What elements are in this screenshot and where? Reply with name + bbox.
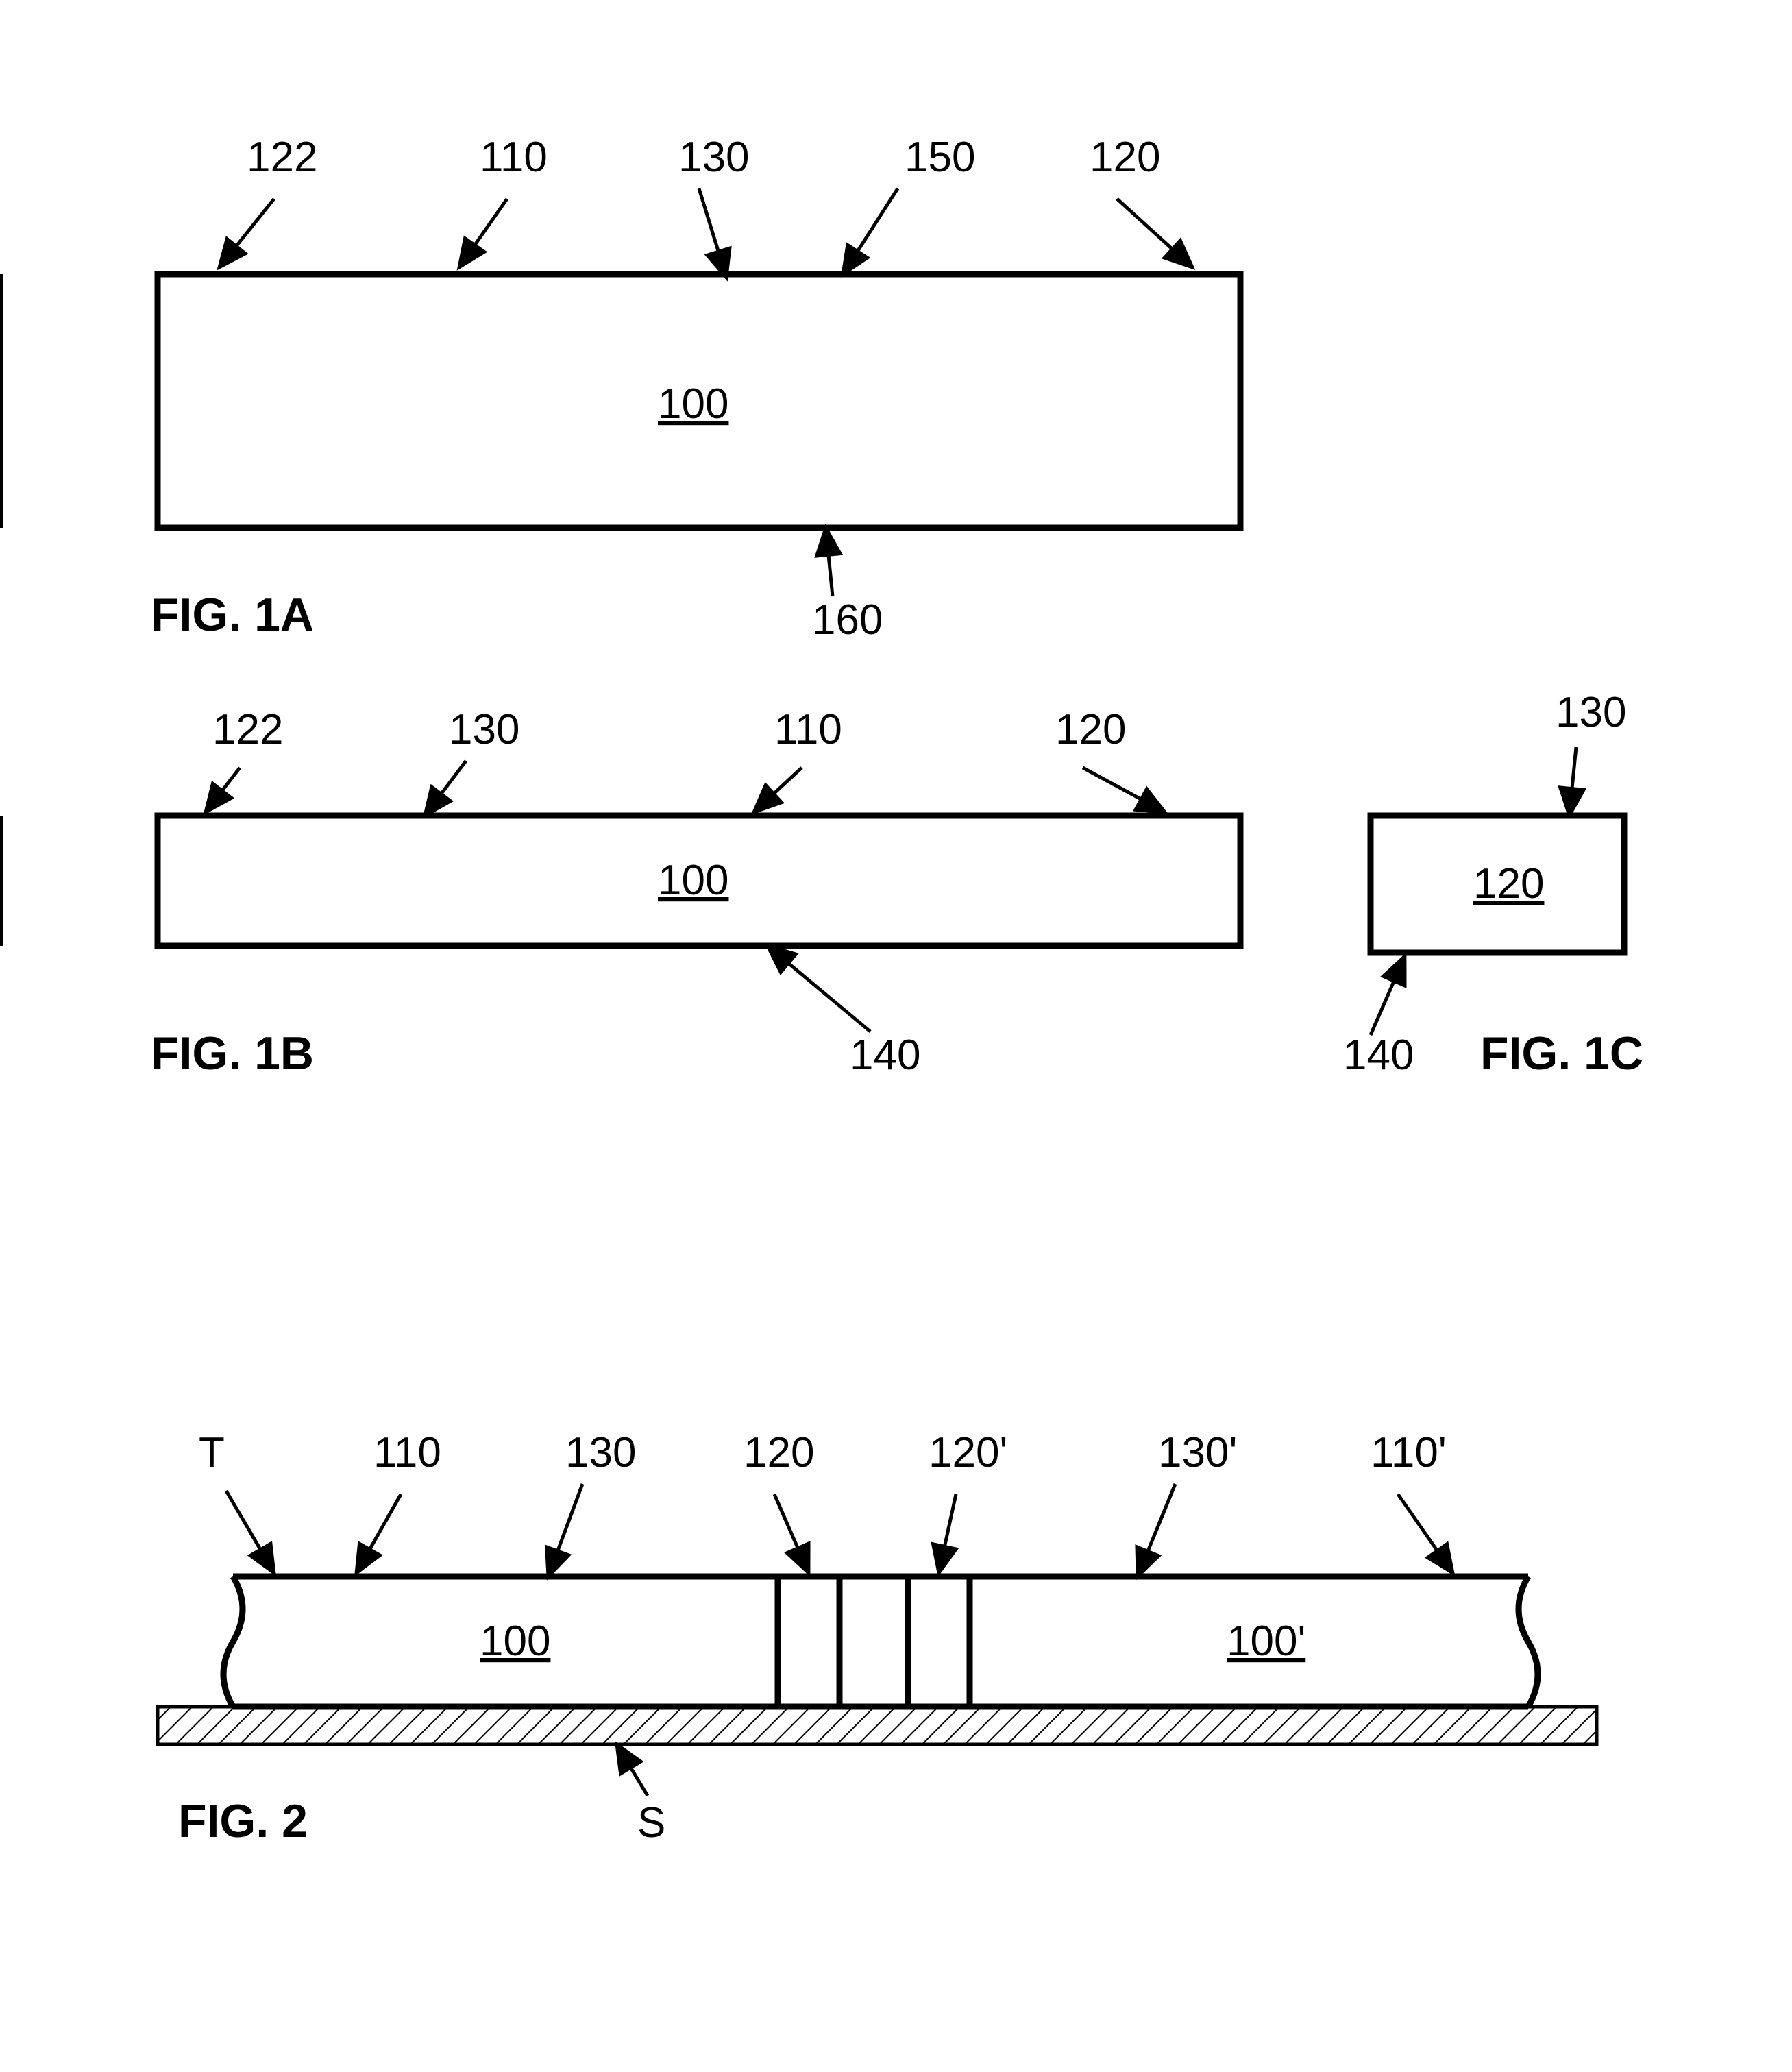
svg-text:110': 110' (1371, 1429, 1447, 1476)
svg-text:120: 120 (744, 1429, 814, 1476)
svg-text:FIG. 2: FIG. 2 (178, 1795, 308, 1847)
svg-text:100: 100 (658, 857, 728, 904)
svg-text:100': 100' (1227, 1618, 1305, 1665)
svg-text:100: 100 (480, 1618, 550, 1665)
svg-text:110: 110 (373, 1429, 441, 1476)
svg-text:120: 120 (1090, 134, 1160, 181)
svg-text:110: 110 (480, 134, 548, 181)
svg-text:130: 130 (565, 1429, 636, 1476)
svg-text:122: 122 (247, 134, 317, 181)
svg-text:120: 120 (1055, 706, 1126, 753)
patent-figure-page: 100 122 110 130 150 120 160 FIG. 1A 100 122 130 110… (0, 0, 1792, 2072)
svg-text:140: 140 (850, 1032, 920, 1079)
svg-text:FIG. 1C: FIG. 1C (1480, 1027, 1643, 1080)
svg-text:130: 130 (449, 706, 519, 753)
svg-text:140: 140 (1343, 1032, 1414, 1079)
svg-text:100: 100 (658, 380, 728, 428)
svg-text:130: 130 (1556, 689, 1626, 736)
svg-text:150: 150 (905, 134, 975, 181)
svg-text:120': 120' (929, 1429, 1007, 1476)
svg-text:160: 160 (812, 596, 883, 644)
svg-text:S: S (637, 1799, 665, 1846)
svg-text:130: 130 (678, 134, 749, 181)
svg-text:FIG. 1B: FIG. 1B (151, 1027, 314, 1080)
svg-text:122: 122 (212, 706, 283, 753)
diagram-svg: 100 122 110 130 150 120 160 FIG. 1A 100 122 130 110… (0, 0, 1792, 2072)
svg-text:110: 110 (774, 706, 842, 753)
svg-text:120: 120 (1473, 860, 1544, 907)
svg-text:FIG. 1A: FIG. 1A (151, 589, 314, 641)
svg-text:T: T (199, 1429, 225, 1476)
svg-text:130': 130' (1158, 1429, 1237, 1476)
